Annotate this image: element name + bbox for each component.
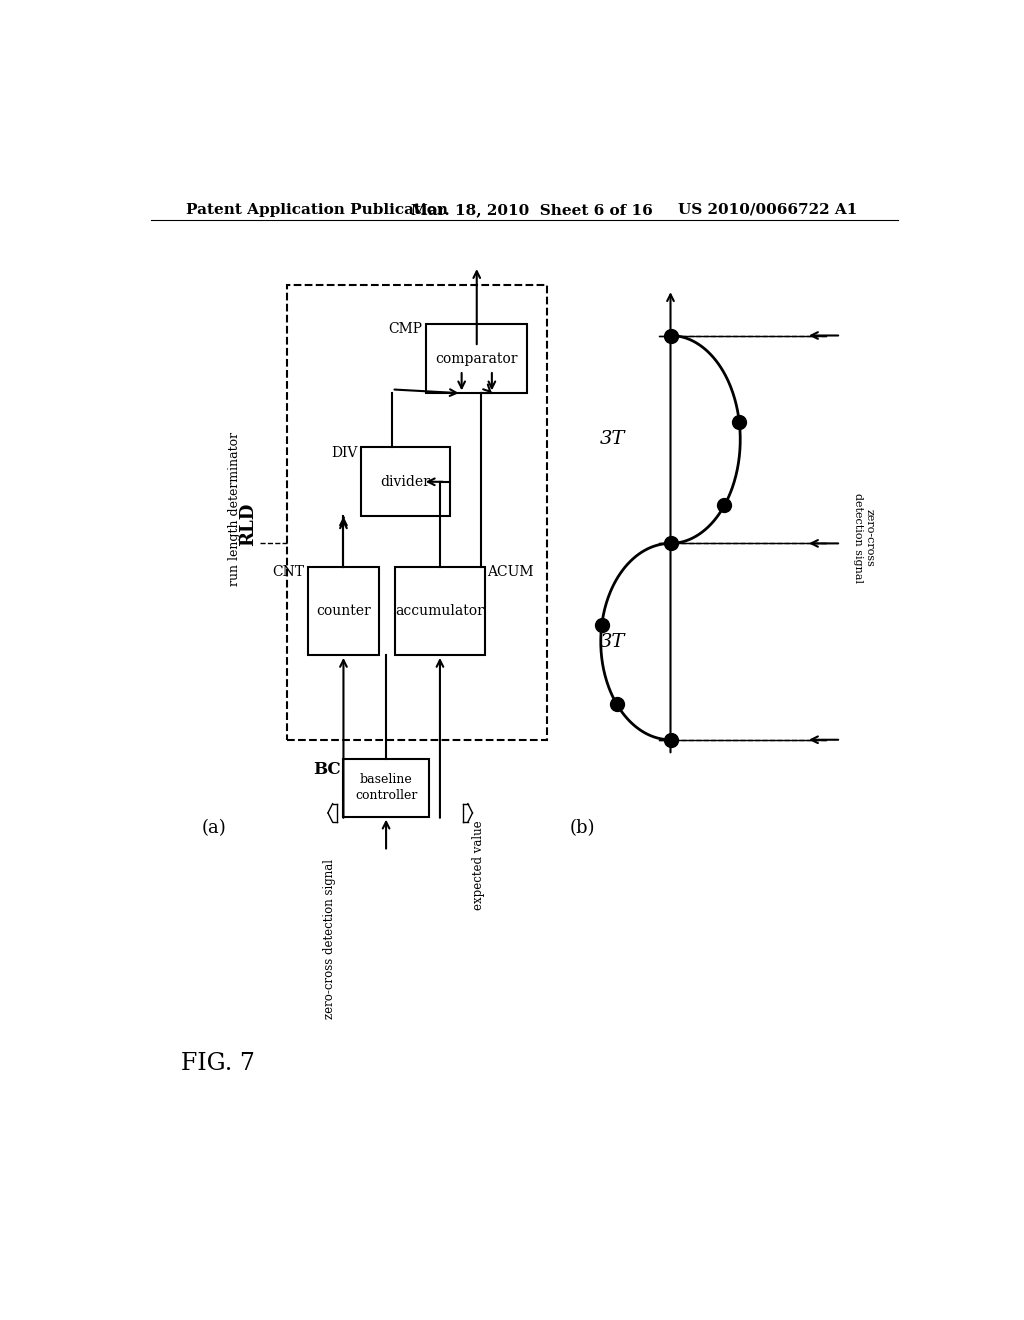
Text: (b): (b)	[569, 820, 595, 837]
Bar	[395, 566, 484, 655]
Text: zero-cross detection signal: zero-cross detection signal	[323, 859, 336, 1019]
Text: run length determinator: run length determinator	[228, 432, 242, 586]
Text: CMP: CMP	[388, 322, 423, 337]
Text: 3T: 3T	[600, 430, 625, 449]
Text: FIG. 7: FIG. 7	[180, 1052, 255, 1074]
Bar	[308, 566, 379, 655]
Text: Mar. 18, 2010  Sheet 6 of 16: Mar. 18, 2010 Sheet 6 of 16	[411, 203, 652, 216]
Text: DIV: DIV	[331, 446, 357, 459]
Text: baseline
controller: baseline controller	[355, 774, 417, 803]
Text: zero-cross
detection signal: zero-cross detection signal	[853, 492, 876, 582]
Text: (a): (a)	[202, 820, 226, 837]
Text: CNT: CNT	[272, 565, 304, 579]
Text: ACUM: ACUM	[486, 565, 534, 579]
Text: Patent Application Publication: Patent Application Publication	[186, 203, 449, 216]
Text: 3T: 3T	[600, 632, 625, 651]
Text: comparator: comparator	[435, 351, 518, 366]
Bar	[343, 759, 429, 817]
Text: US 2010/0066722 A1: US 2010/0066722 A1	[678, 203, 858, 216]
Text: BC: BC	[312, 760, 340, 777]
Text: counter: counter	[316, 603, 371, 618]
Text: divider: divider	[380, 475, 430, 488]
Bar	[360, 447, 450, 516]
Text: expected value: expected value	[472, 821, 485, 911]
Bar	[426, 323, 527, 393]
Bar	[287, 285, 547, 739]
Text: RLD: RLD	[240, 503, 257, 546]
Text: accumulator: accumulator	[395, 603, 484, 618]
